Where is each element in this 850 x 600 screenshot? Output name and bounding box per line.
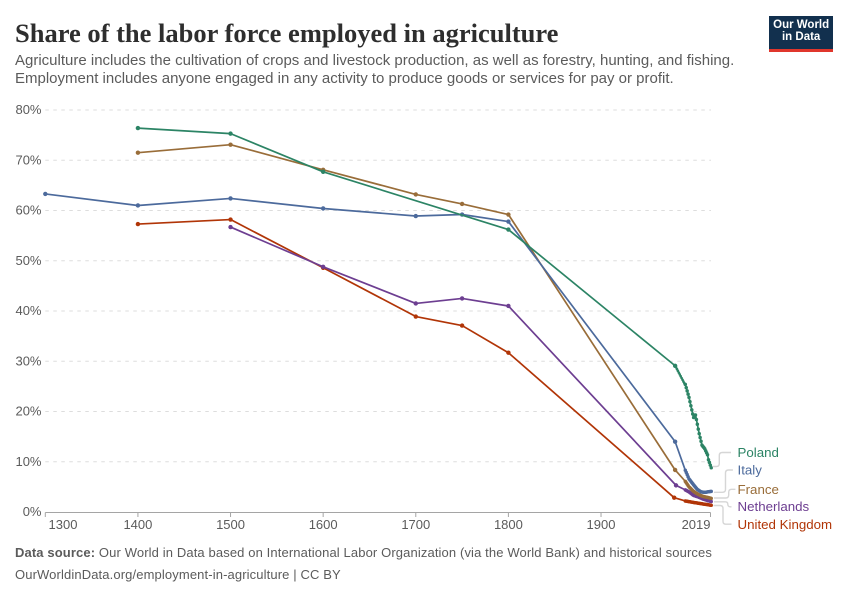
svg-text:2019: 2019 [682, 517, 711, 532]
svg-text:60%: 60% [15, 203, 41, 218]
svg-text:80%: 80% [15, 102, 41, 117]
svg-text:20%: 20% [15, 404, 41, 419]
svg-text:1300: 1300 [49, 517, 78, 532]
svg-text:Italy: Italy [738, 463, 763, 478]
svg-text:50%: 50% [15, 253, 41, 268]
svg-text:United Kingdom: United Kingdom [738, 517, 833, 532]
svg-text:1400: 1400 [123, 517, 152, 532]
svg-text:Poland: Poland [738, 445, 779, 460]
svg-text:1700: 1700 [401, 517, 430, 532]
svg-text:10%: 10% [15, 454, 41, 469]
svg-text:1800: 1800 [494, 517, 523, 532]
svg-text:1600: 1600 [309, 517, 338, 532]
svg-text:France: France [738, 482, 779, 497]
svg-text:1500: 1500 [216, 517, 245, 532]
svg-text:Netherlands: Netherlands [738, 499, 810, 514]
svg-text:30%: 30% [15, 353, 41, 368]
svg-text:0%: 0% [23, 504, 42, 519]
svg-text:40%: 40% [15, 303, 41, 318]
svg-text:1900: 1900 [587, 517, 616, 532]
svg-text:70%: 70% [15, 152, 41, 167]
